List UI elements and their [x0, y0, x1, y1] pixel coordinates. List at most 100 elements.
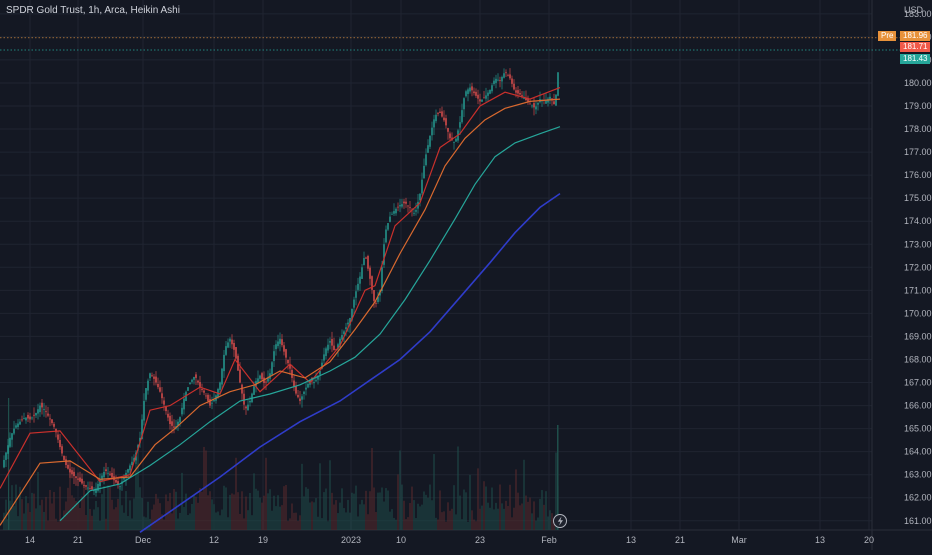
- volume-bar: [333, 504, 335, 530]
- volume-bar: [201, 491, 203, 530]
- volume-bar: [139, 487, 141, 530]
- currency-label: USD: [904, 5, 924, 15]
- volume-bar: [557, 425, 559, 530]
- volume-bar: [439, 490, 441, 530]
- volume-bar: [327, 521, 329, 530]
- candle-body: [479, 99, 481, 102]
- volume-bar: [13, 506, 15, 530]
- y-tick-label: 174.00: [904, 216, 932, 226]
- volume-bar: [553, 520, 555, 530]
- volume-bar: [525, 495, 527, 530]
- volume-bar: [323, 492, 325, 530]
- candle-body: [499, 80, 501, 81]
- candle-body: [487, 92, 489, 96]
- volume-bar: [53, 491, 55, 530]
- volume-bar: [313, 502, 315, 530]
- volume-bar: [227, 517, 229, 530]
- volume-bar: [97, 507, 99, 530]
- volume-bar: [49, 489, 51, 530]
- candle-body: [375, 303, 377, 304]
- candle-body: [441, 111, 443, 117]
- candle-body: [173, 426, 175, 428]
- volume-bar: [279, 506, 281, 530]
- volume-bar: [283, 486, 285, 530]
- volume-bar: [85, 515, 87, 530]
- candle-body: [63, 455, 65, 460]
- volume-bar: [329, 460, 331, 530]
- candle-body: [77, 478, 79, 480]
- volume-bar: [523, 459, 525, 530]
- volume-bar: [377, 492, 379, 530]
- candle-body: [29, 416, 31, 420]
- candle-body: [357, 283, 359, 290]
- candle-body: [55, 428, 57, 433]
- volume-bar: [383, 501, 385, 530]
- volume-bar: [137, 450, 139, 530]
- candle-body: [535, 106, 537, 110]
- candle-body: [483, 97, 485, 99]
- candle-body: [59, 439, 61, 448]
- volume-bar: [419, 506, 421, 530]
- volume-bar: [79, 507, 81, 530]
- candle-body: [435, 114, 437, 122]
- volume-bar: [95, 500, 97, 530]
- candle-body: [461, 110, 463, 123]
- volume-bar: [401, 484, 403, 530]
- candle-body: [289, 364, 291, 369]
- candle-body: [169, 415, 171, 424]
- volume-bar: [229, 494, 231, 530]
- x-tick-label: 14: [25, 535, 35, 545]
- volume-bar: [541, 490, 543, 530]
- volume-bar: [373, 487, 375, 530]
- candle-body: [167, 413, 169, 418]
- volume-bar: [275, 506, 277, 530]
- candle-body: [537, 102, 539, 105]
- candle-body: [233, 342, 235, 350]
- volume-bar: [21, 499, 23, 530]
- candle-body: [519, 92, 521, 95]
- volume-bar: [113, 509, 115, 530]
- candle-body: [427, 145, 429, 153]
- candle-body: [485, 95, 487, 99]
- volume-bar: [269, 489, 271, 530]
- volume-bar: [17, 516, 19, 530]
- volume-bar: [61, 519, 63, 530]
- volume-bar: [533, 501, 535, 530]
- volume-bar: [69, 464, 71, 530]
- candle-body: [199, 382, 201, 388]
- candle-body: [347, 322, 349, 325]
- volume-bar: [303, 496, 305, 530]
- candle-body: [189, 382, 191, 385]
- volume-bar: [261, 502, 263, 530]
- volume-bar: [355, 485, 357, 530]
- volume-bar: [293, 512, 295, 530]
- volume-bar: [115, 507, 117, 530]
- volume-bar: [55, 518, 57, 530]
- bolt-icon[interactable]: [553, 514, 567, 528]
- volume-bar: [551, 513, 553, 530]
- y-tick-label: 169.00: [904, 331, 932, 341]
- candle-body: [285, 349, 287, 358]
- candle-body: [239, 369, 241, 383]
- candle-body: [321, 362, 323, 369]
- candle-body: [425, 154, 427, 166]
- x-tick-label: 21: [675, 535, 685, 545]
- x-axis-labels: 14 21 Dec 12 19 2023 10 23 Feb 13 21 Mar 13 20: [25, 535, 874, 545]
- candle-body: [243, 393, 245, 405]
- candle-body: [181, 407, 183, 415]
- candle-body: [405, 201, 407, 204]
- candle-body: [271, 362, 273, 375]
- candle-body: [115, 479, 117, 483]
- candle-body: [223, 354, 225, 372]
- volume-bar: [175, 491, 177, 530]
- candle-body: [447, 128, 449, 132]
- candle-body: [557, 72, 559, 96]
- volume-bar: [427, 497, 429, 530]
- volume-bar: [287, 521, 289, 530]
- volume-bar: [537, 517, 539, 530]
- volume-bar: [183, 506, 185, 530]
- x-tick-label: Mar: [731, 535, 747, 545]
- candle-body: [197, 380, 199, 383]
